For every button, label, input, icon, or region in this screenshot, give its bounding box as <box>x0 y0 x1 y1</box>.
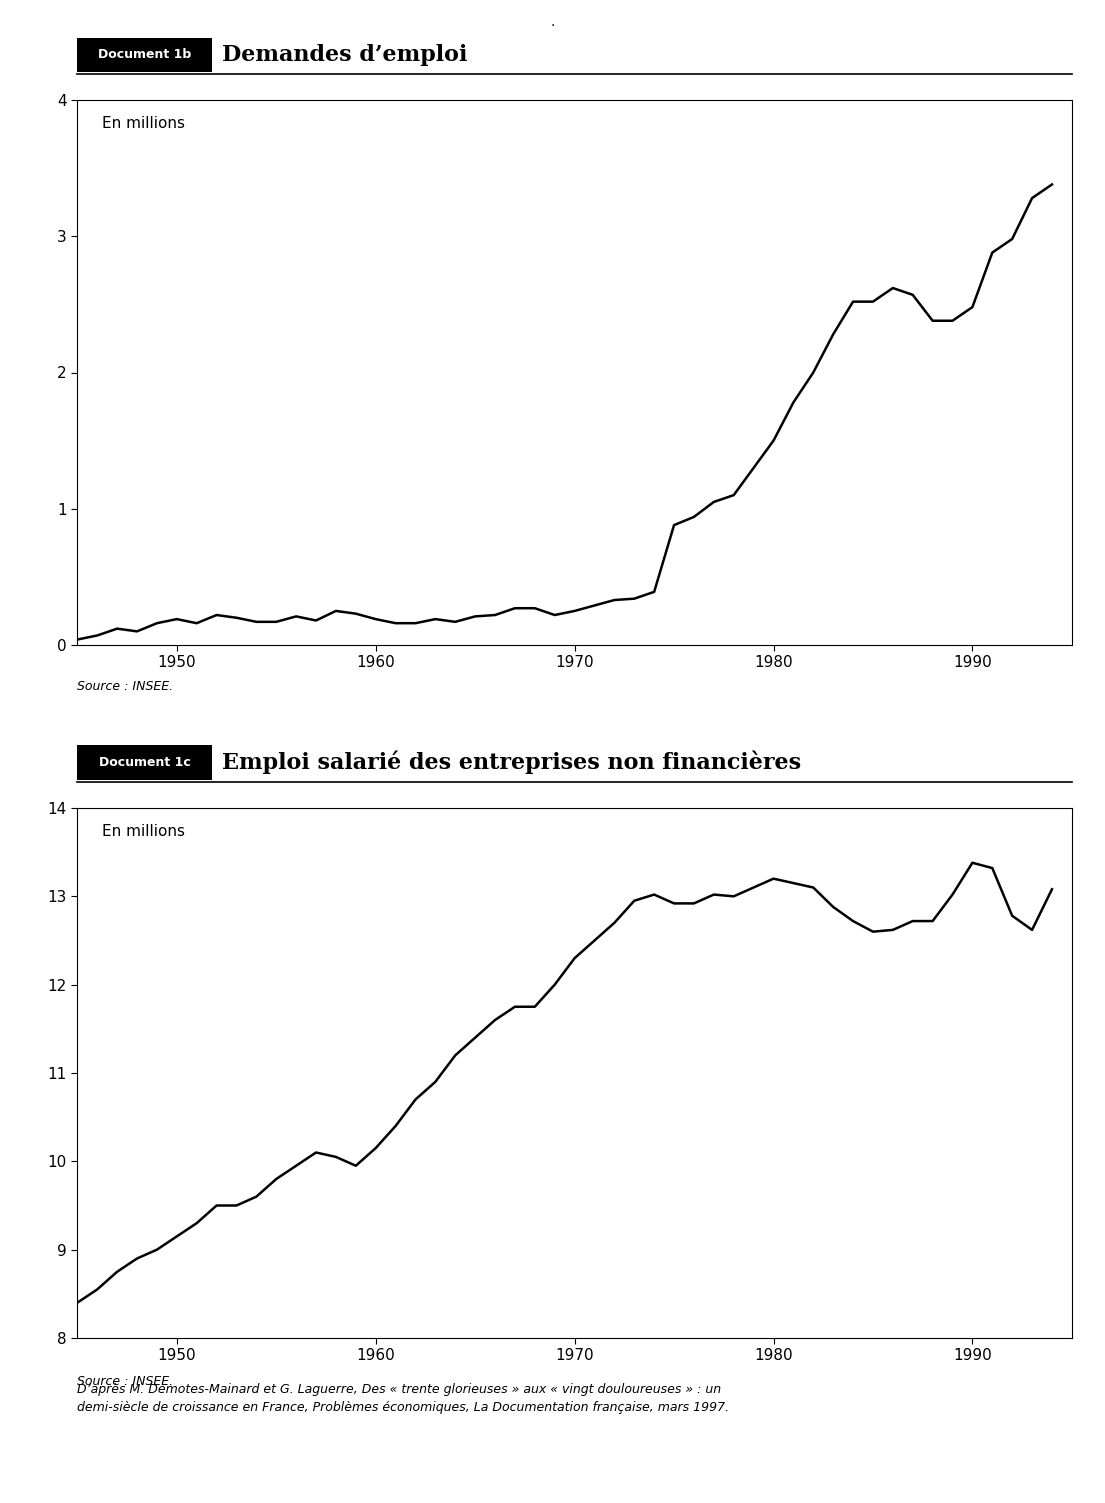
Text: En millions: En millions <box>103 116 186 131</box>
Text: En millions: En millions <box>103 824 186 839</box>
Text: Source : INSEE.: Source : INSEE. <box>77 679 173 693</box>
Bar <box>77 38 212 72</box>
Text: .: . <box>550 15 555 29</box>
Text: Document 1b: Document 1b <box>98 48 191 62</box>
Text: Document 1c: Document 1c <box>98 756 190 770</box>
Text: Source : INSEE.: Source : INSEE. <box>77 1375 173 1387</box>
Text: Emploi salarié des entreprises non financières: Emploi salarié des entreprises non finan… <box>221 752 801 774</box>
Text: Demandes d’emploi: Demandes d’emploi <box>221 44 467 66</box>
Bar <box>77 745 212 780</box>
Text: D’après M. Demotes-Mainard et G. Laguerre, Des « trente glorieuses » aux « vingt: D’après M. Demotes-Mainard et G. Laguerr… <box>77 1383 729 1414</box>
